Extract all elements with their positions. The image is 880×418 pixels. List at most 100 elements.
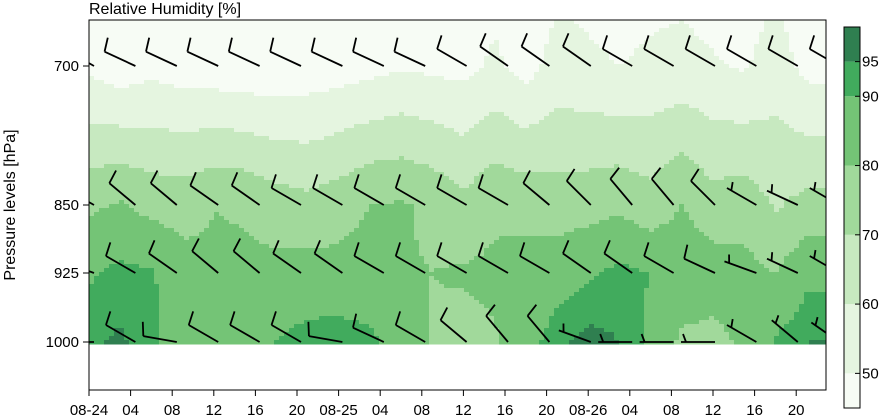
humidity-cell [289,140,295,145]
humidity-cell [89,300,95,305]
humidity-cell [169,160,175,165]
humidity-cell [319,236,325,241]
humidity-cell [279,136,285,141]
humidity-cell [244,276,250,281]
humidity-cell [164,240,170,245]
humidity-cell [344,256,350,261]
humidity-cell [139,36,145,41]
humidity-cell [274,256,280,261]
humidity-cell [224,44,230,49]
humidity-cell [309,264,315,269]
humidity-cell [329,312,335,317]
humidity-cell [269,332,275,337]
humidity-cell [249,52,255,57]
humidity-cell [264,60,270,65]
humidity-cell [264,340,270,345]
humidity-cell [364,208,370,213]
humidity-cell [129,248,135,253]
humidity-cell [114,324,120,329]
humidity-cell [319,60,325,65]
humidity-cell [384,100,390,105]
humidity-cell [269,328,275,333]
humidity-cell [114,316,120,321]
humidity-cell [334,196,340,201]
humidity-cell [164,84,170,89]
humidity-cell [314,84,320,89]
humidity-cell [89,220,95,225]
humidity-cell [234,152,240,157]
humidity-cell [179,300,185,305]
humidity-cell [309,104,315,109]
humidity-cell [299,28,305,33]
humidity-cell [384,312,390,317]
humidity-cell [99,188,105,193]
humidity-cell [314,212,320,217]
humidity-cell [139,64,145,69]
humidity-cell [284,268,290,273]
humidity-cell [264,52,270,57]
humidity-cell [294,76,300,81]
humidity-cell [189,168,195,173]
humidity-cell [354,128,360,133]
humidity-cell [179,24,185,29]
humidity-cell [274,180,280,185]
humidity-cell [309,256,315,261]
humidity-cell [294,104,300,109]
humidity-cell [199,260,205,265]
humidity-cell [134,64,140,69]
humidity-cell [394,96,400,101]
humidity-cell [239,276,245,281]
humidity-cell [174,120,180,125]
humidity-cell [194,20,200,25]
humidity-cell [244,168,250,173]
humidity-cell [294,176,300,181]
humidity-cell [104,28,110,33]
humidity-cell [319,292,325,297]
humidity-cell [244,24,250,29]
humidity-cell [119,96,125,101]
humidity-cell [334,148,340,153]
humidity-cell [144,304,150,309]
humidity-cell [209,20,215,25]
humidity-cell [369,64,375,69]
humidity-cell [164,44,170,49]
humidity-cell [279,292,285,297]
humidity-cell [149,48,155,53]
humidity-cell [179,132,185,137]
humidity-cell [159,336,165,341]
humidity-cell [334,160,340,165]
humidity-cell [254,316,260,321]
humidity-cell [314,40,320,45]
humidity-cell [379,196,385,201]
humidity-cell [114,232,120,237]
humidity-cell [299,296,305,301]
humidity-cell [89,100,95,105]
humidity-cell [109,120,115,125]
humidity-cell [334,268,340,273]
humidity-cell [319,340,325,345]
humidity-cell [359,260,365,265]
humidity-cell [119,60,125,65]
humidity-cell [249,32,255,37]
humidity-cell [379,68,385,73]
humidity-cell [129,328,135,333]
humidity-cell [394,44,400,49]
humidity-cell [219,248,225,253]
humidity-cell [314,304,320,309]
humidity-cell [194,92,200,97]
humidity-cell [329,40,335,45]
humidity-cell [394,80,400,85]
humidity-cell [269,148,275,153]
humidity-cell [209,324,215,329]
humidity-cell [229,336,235,341]
humidity-cell [389,312,395,317]
humidity-cell [389,104,395,109]
humidity-cell [204,140,210,145]
humidity-cell [249,100,255,105]
humidity-cell [189,220,195,225]
humidity-cell [379,200,385,205]
humidity-cell [214,268,220,273]
humidity-cell [314,284,320,289]
humidity-cell [299,216,305,221]
humidity-cell [304,60,310,65]
